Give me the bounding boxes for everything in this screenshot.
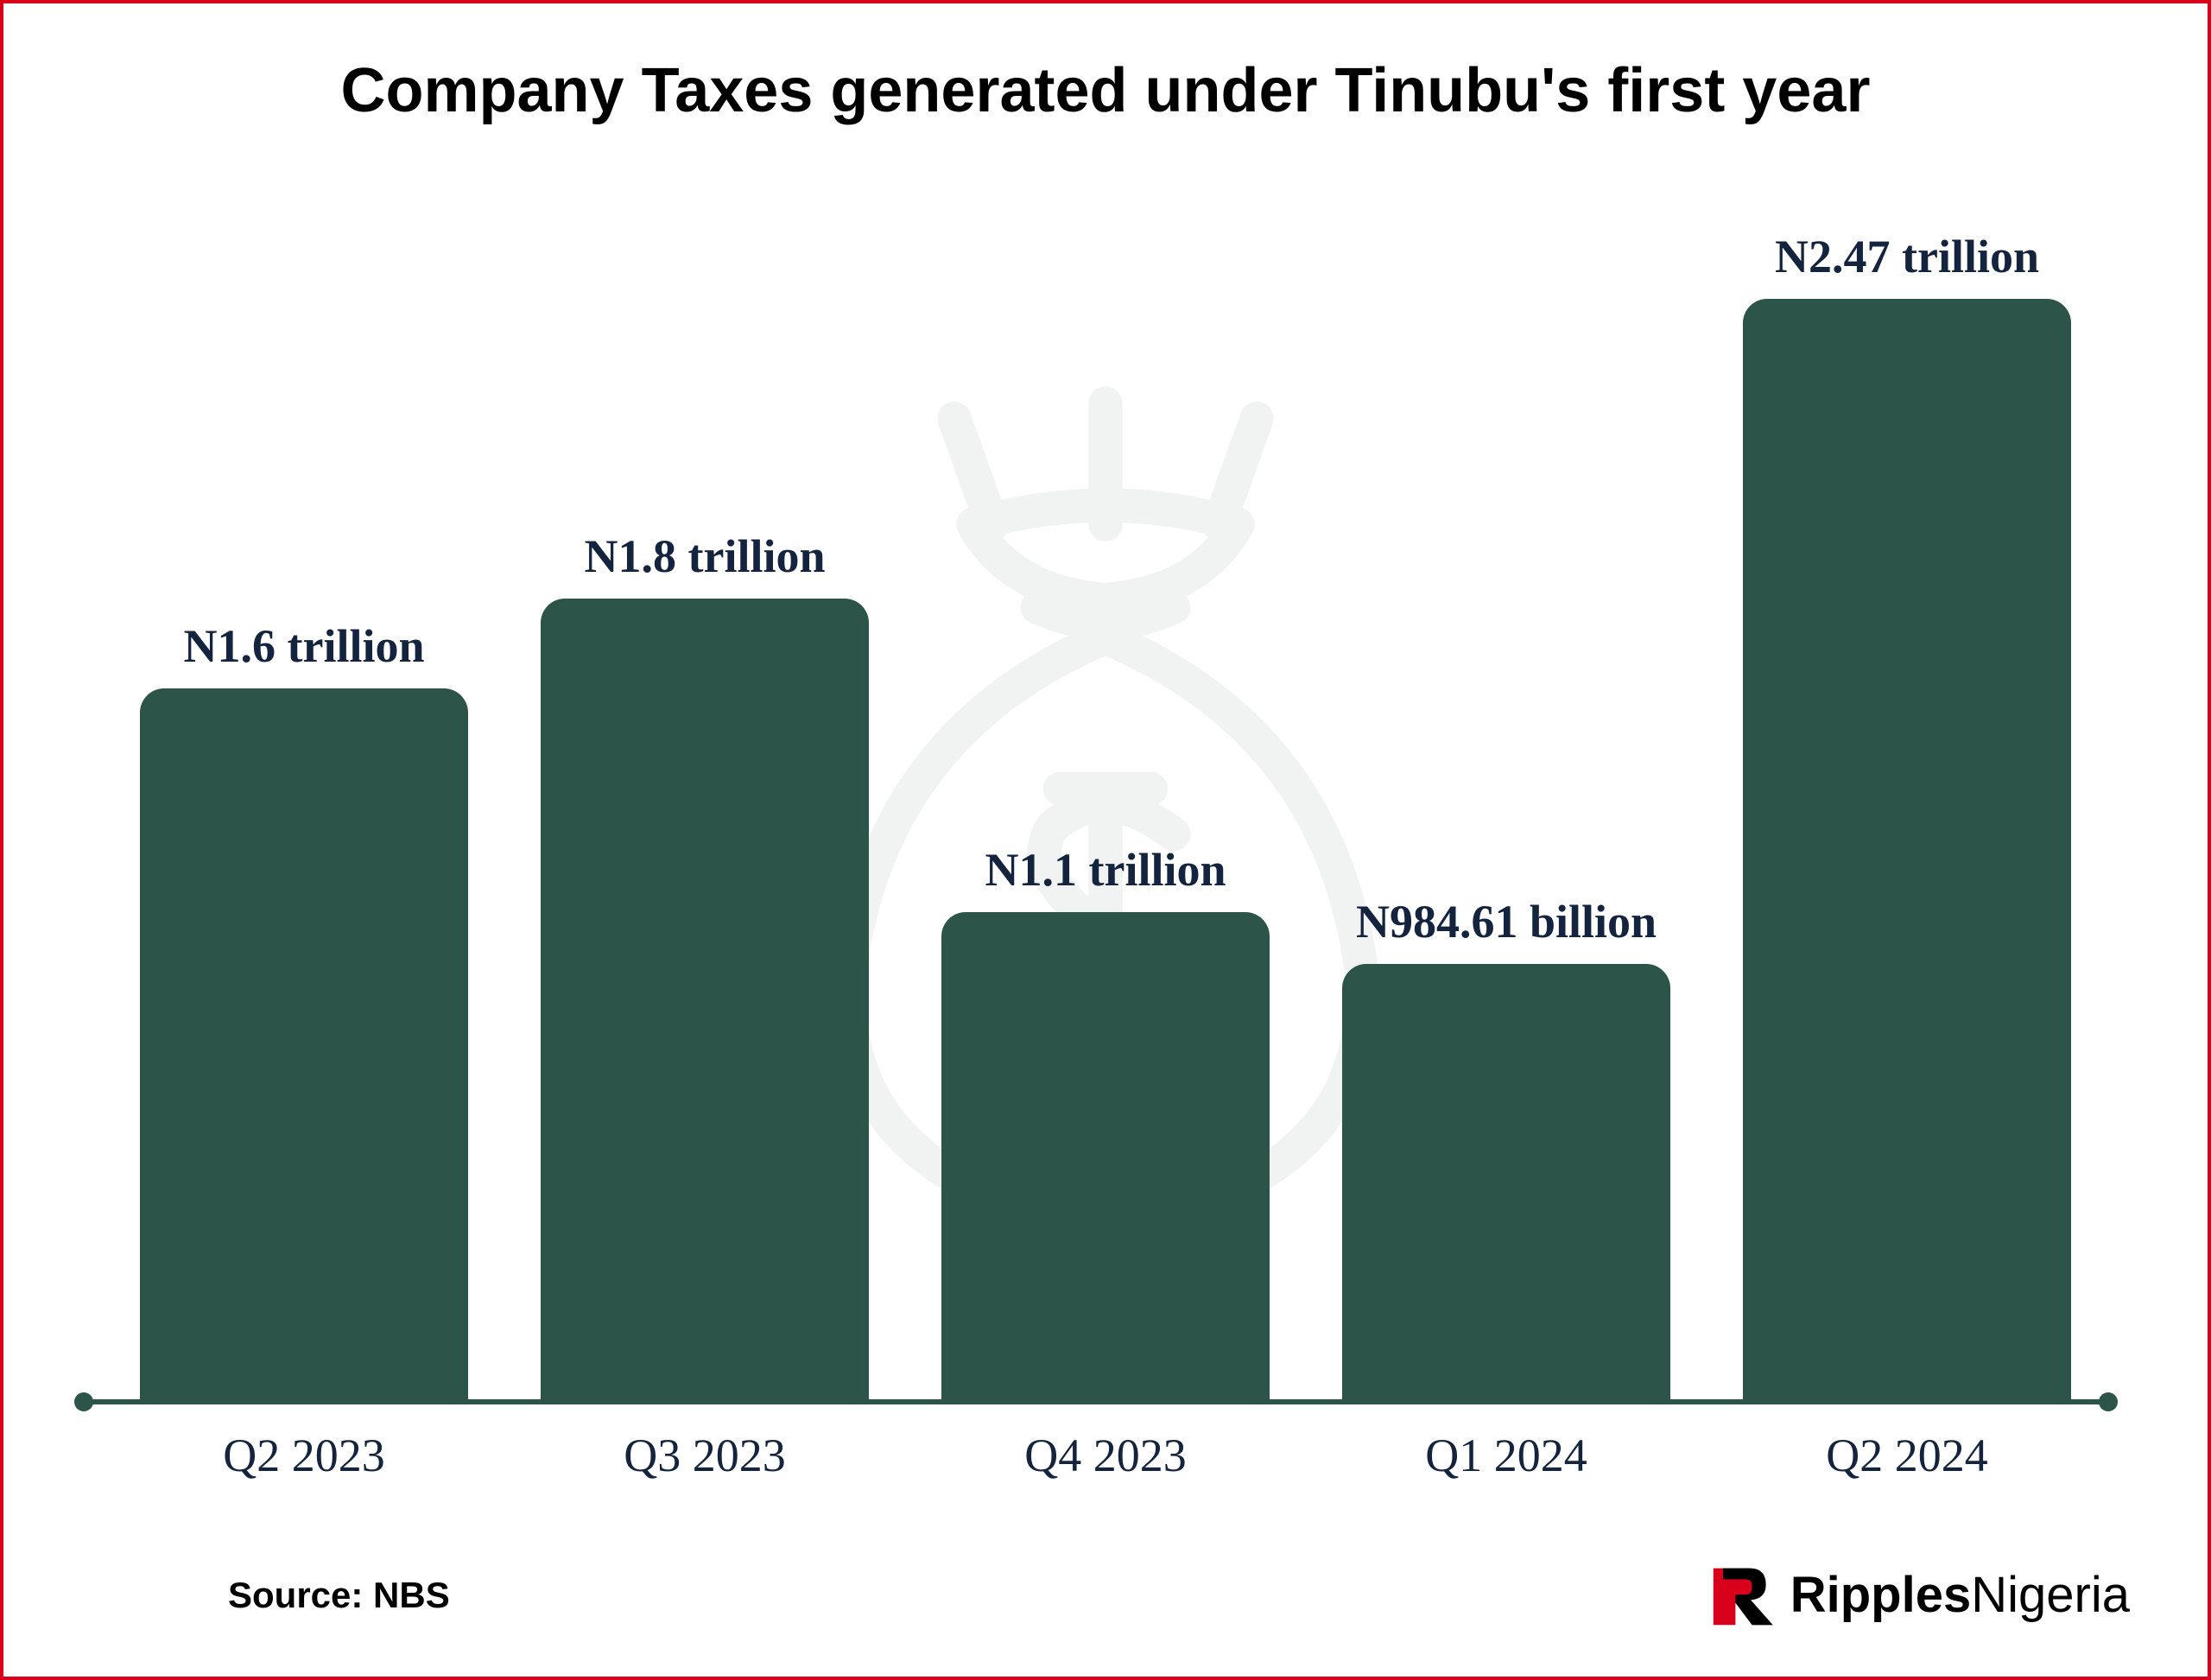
bar-slot: N984.61 billion [1306,212,1707,1404]
x-axis-label: Q3 2023 [504,1429,905,1482]
x-axis-label: Q4 2023 [905,1429,1306,1482]
brand-logo: RipplesNigeria [1709,1560,2130,1629]
bar [140,688,468,1404]
brand-mark-icon [1709,1560,1778,1629]
brand-text-light: Nigeria [1971,1566,2130,1624]
brand-text: RipplesNigeria [1790,1566,2130,1624]
chart-area: N1.6 trillion N1.8 trillion N1.1 trillio… [78,161,2133,1456]
axis-endpoint-dot [2099,1392,2118,1411]
bar-value-label: N1.6 trillion [184,619,425,673]
bar [1743,299,2071,1404]
bars-row: N1.6 trillion N1.8 trillion N1.1 trillio… [78,212,2133,1404]
bar-slot: N2.47 trillion [1707,212,2107,1404]
bar-value-label: N984.61 billion [1356,895,1657,948]
x-axis-line [78,1399,2109,1404]
bar-value-label: N2.47 trillion [1775,230,2039,283]
x-axis-label: Q1 2024 [1306,1429,1707,1482]
bar-value-label: N1.8 trillion [585,529,826,583]
chart-frame: Company Taxes generated under Tinubu's f… [0,0,2211,1680]
x-axis-label: Q2 2023 [104,1429,504,1482]
bar-slot: N1.6 trillion [104,212,504,1404]
source-attribution: Source: NBS [228,1575,450,1616]
bar [541,599,869,1404]
x-axis-label: Q2 2024 [1707,1429,2107,1482]
bar-slot: N1.8 trillion [504,212,905,1404]
chart-title: Company Taxes generated under Tinubu's f… [55,55,2156,126]
x-axis-labels: Q2 2023 Q3 2023 Q4 2023 Q1 2024 Q2 2024 [78,1429,2133,1482]
bar [1342,964,1670,1404]
bar-value-label: N1.1 trillion [985,843,1226,897]
bar [941,912,1270,1404]
brand-text-bold: Ripples [1790,1566,1972,1624]
bar-slot: N1.1 trillion [905,212,1306,1404]
axis-endpoint-dot [74,1392,93,1411]
